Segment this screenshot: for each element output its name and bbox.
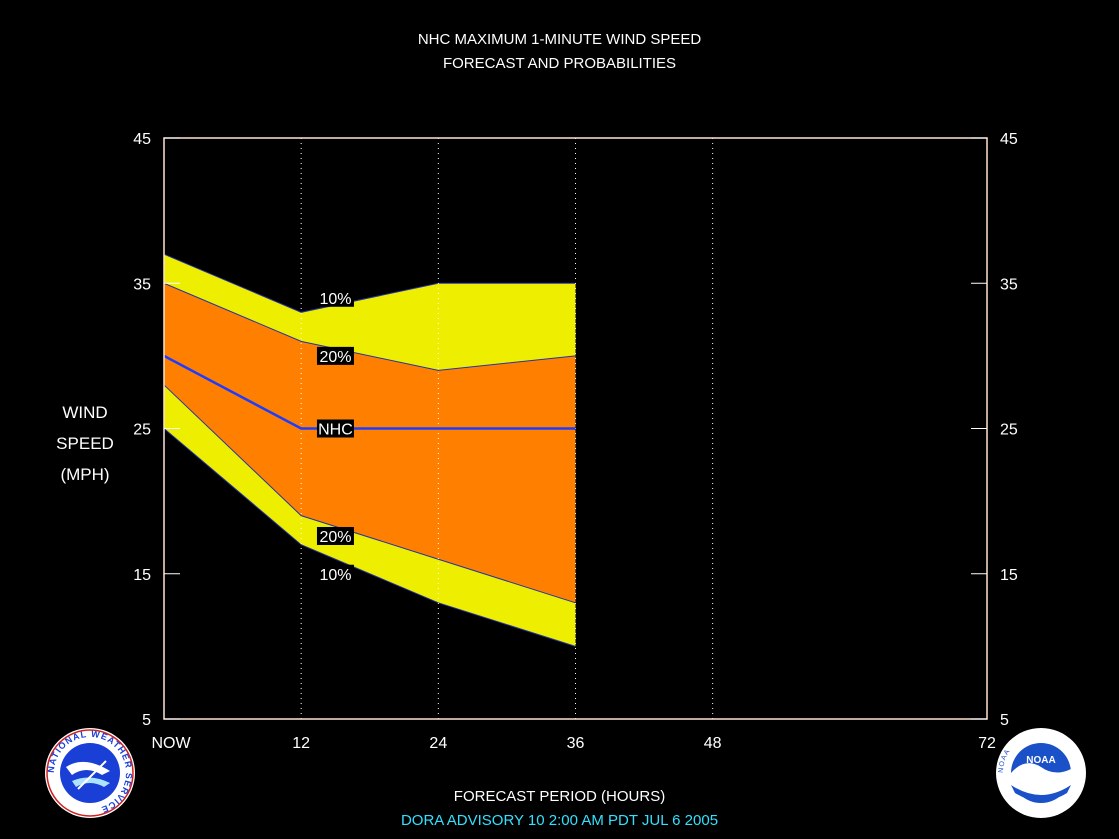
band-label-20-percent: 20% [316,346,354,366]
y-axis-label-line2: SPEED [56,434,114,453]
x-tick-label-12: 12 [292,735,310,752]
y-tick-label-left: 35 [133,276,151,293]
band-label-nhc: NHC [316,419,354,439]
x-tick-label-48: 48 [704,735,722,752]
band-edge-20-upper [163,282,576,371]
x-tick-label-24: 24 [429,735,447,752]
advisory-info: DORA ADVISORY 10 2:00 AM PDT JUL 6 2005 [400,812,719,829]
y-tick-label-right: 25 [1000,422,1018,439]
y-tick-label-right: 35 [1000,276,1018,293]
band-label-text: 10% [319,567,351,584]
x-axis-title: FORECAST PERIOD (HOURS) [453,788,666,805]
band-edge-10-lower [163,428,576,647]
band-label-background [316,564,354,583]
chart-title-line2: FORECAST AND PROBABILITIES [442,55,677,72]
y-tick-label-left: 5 [142,712,151,729]
y-tick-label-left: 45 [133,131,151,148]
band-label-background [316,288,354,307]
noaa-logo: NOAA NOAA [996,728,1086,818]
band-edge-10-upper [163,253,576,313]
band-20-percent [164,283,576,603]
band-edge-20-lower [163,384,576,604]
band-label-text: NHC [318,422,353,439]
nhc-forecast-line [163,354,576,430]
y-axis-label-line1: WIND [62,403,108,422]
y-tick-label-left: 25 [133,422,151,439]
x-tick-label-36: 36 [567,735,585,752]
noaa-logo-label: NOAA [1026,755,1055,766]
band-label-background [316,346,354,365]
band-label-text: 20% [319,349,351,366]
band-label-20-percent: 20% [316,526,354,546]
band-label-text: 20% [319,529,351,546]
x-tick-label-NOW: NOW [151,735,191,752]
band-label-10-percent: 10% [316,564,354,584]
y-tick-label-right: 15 [1000,567,1018,584]
x-tick-label-72: 72 [978,735,996,752]
band-label-background [316,526,354,545]
y-tick-label-right: 5 [1000,712,1009,729]
band-label-text: 10% [319,291,351,308]
y-tick-label-right: 45 [1000,131,1018,148]
nws-logo: NATIONAL WEATHER SERVICE [45,728,135,818]
y-tick-label-left: 15 [133,567,151,584]
chart-title-line1: NHC MAXIMUM 1-MINUTE WIND SPEED [417,31,702,48]
band-label-background [316,419,354,438]
y-axis-label-line3: (MPH) [60,465,110,484]
band-label-10-percent: 10% [316,288,354,308]
